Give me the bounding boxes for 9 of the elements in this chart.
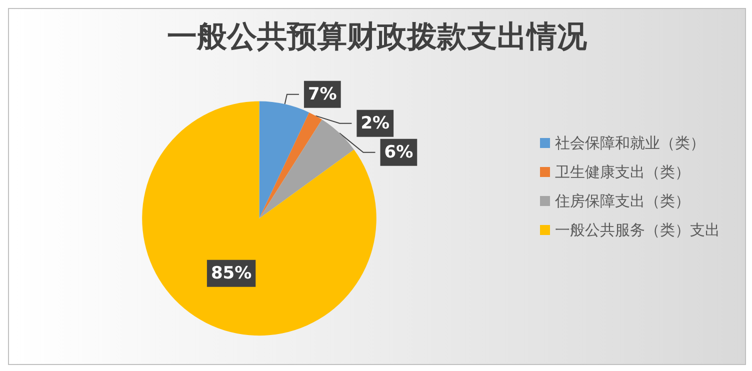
data-label: 85%: [210, 263, 252, 284]
legend-label: 住房保障支出（类）: [554, 192, 690, 210]
data-label: 2%: [360, 113, 390, 134]
chart-title: 一般公共预算财政拨款支出情况: [167, 20, 588, 54]
legend-label: 卫生健康支出（类）: [555, 163, 690, 181]
legend-label: 一般公共服务（类）支出: [555, 221, 720, 239]
legend-label: 社会保障和就业（类）: [555, 134, 705, 152]
data-label: 7%: [308, 84, 337, 104]
data-label: 6%: [384, 142, 414, 162]
